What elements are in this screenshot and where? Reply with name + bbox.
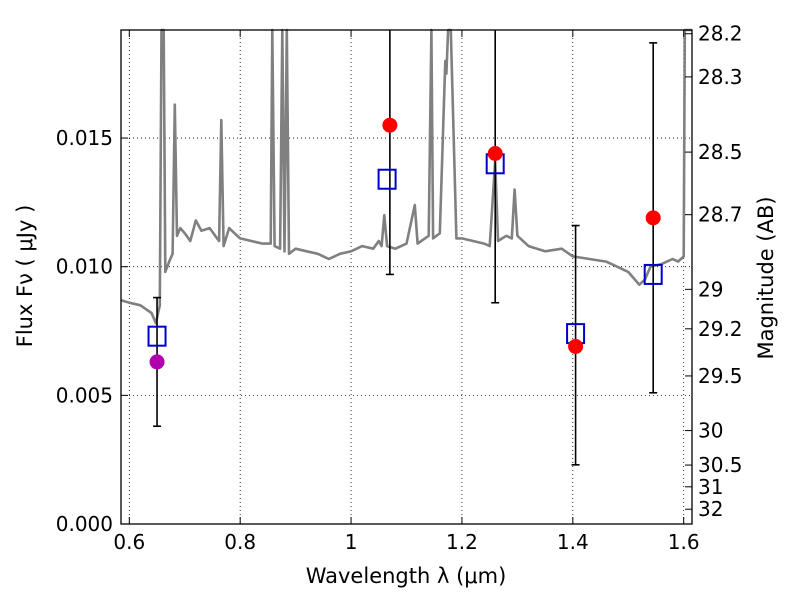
mag-tick-label: 28.7 [698,203,743,227]
measurement-point [149,354,165,370]
x-tick-layer: 0.6 0.8 1 1.2 1.4 1.6 [113,30,700,554]
mag-tick-label: 28.3 [698,65,743,89]
x-tick-label: 1.2 [446,530,478,554]
marker-layer [147,117,663,370]
x-axis-label: Wavelength λ (μm) [306,564,507,588]
y-axis-label-right: Magnitude (AB) [754,196,778,359]
mag-tick-label: 29.5 [698,364,743,388]
mag-tick-label: 28.2 [698,22,743,46]
x-tick-label: 0.6 [113,530,145,554]
model-box-marker [643,263,663,285]
mag-tick-label: 31 [698,475,723,499]
errorbar-layer [153,30,658,466]
mag-tick-label: 29.2 [698,317,743,341]
y-tick-layer: 0.000 0.005 0.010 0.015 [56,126,128,536]
y-tick-label: 0.000 [56,512,113,536]
mag-tick-label: 30 [698,419,723,443]
plot-frame [120,29,693,525]
y-tick-label: 0.010 [56,255,113,279]
model-box-marker [147,325,167,347]
y-tick-label: 0.005 [56,383,113,407]
mag-tick-label: 29 [698,277,723,301]
x-tick-label: 1.6 [668,530,700,554]
x-tick-label: 0.8 [224,530,256,554]
measurement-point [568,338,584,354]
y-tick-label: 0.015 [56,126,113,150]
x-tick-label: 1.4 [557,530,589,554]
grid [121,30,692,524]
mag-tick-label: 32 [698,497,723,521]
y-axis-label: Flux Fν ( μJy ) [13,205,37,348]
x-tick-label: 1 [345,530,358,554]
mag-tick-label: 30.5 [698,453,743,477]
measurement-point [645,210,661,226]
measurement-point [487,146,503,161]
model-box-marker [377,168,397,190]
spectrum-line [120,28,692,325]
spectrum-layer [120,28,692,325]
mag-tick-label: 28.5 [698,140,743,164]
measurement-point [382,117,398,133]
